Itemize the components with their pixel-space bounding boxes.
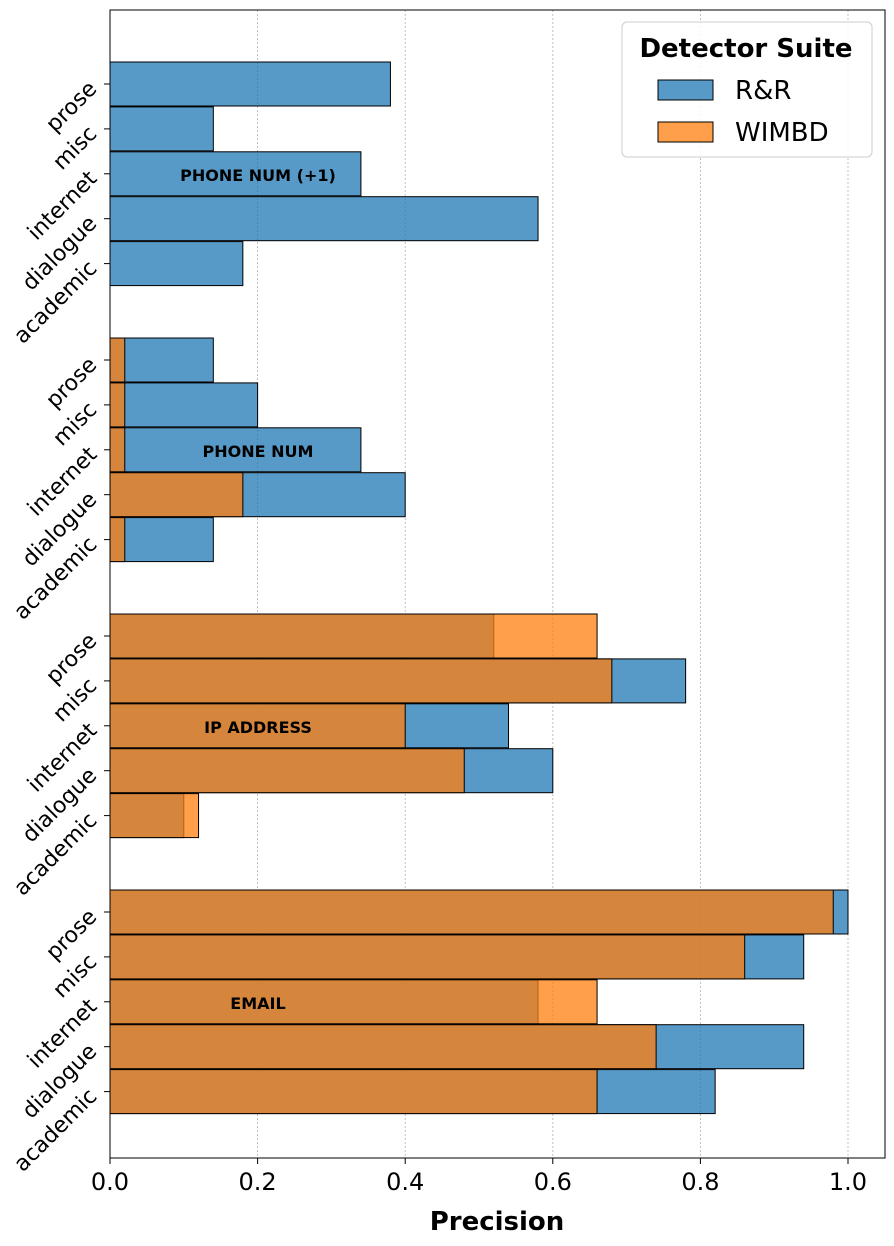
legend-title: Detector Suite [639,34,852,64]
bar-wimbd-email-academic [109,1069,598,1115]
x-tick-label: 0.2 [239,1168,277,1196]
bar-wimbd-email-internet [109,979,598,1025]
plot-area-frame [109,9,886,1159]
bar-wimbd-phone-num-prose [109,337,126,383]
bar-rr-phone-num-1-misc [109,106,214,152]
y-tick-label-prose: prose [41,77,102,138]
group-label: EMAIL [230,994,285,1013]
group-label: IP ADDRESS [204,718,312,737]
bar-wimbd-ip-address-dialogue [109,748,465,794]
legend-swatch-rr [657,79,714,101]
bar-rr-phone-num-1-internet [109,151,362,197]
bar-wimbd-phone-num-misc [109,382,126,428]
bar-rr-phone-num-misc [109,382,259,428]
x-tick-label: 0.0 [91,1168,129,1196]
x-axis-label: Precision [430,1207,565,1237]
bar-wimbd-email-dialogue [109,1024,657,1070]
bar-wimbd-email-prose [109,889,834,935]
bar-wimbd-email-misc [109,934,746,980]
group-label: PHONE NUM [203,442,314,461]
bar-wimbd-ip-address-prose [109,613,598,659]
bar-wimbd-phone-num-academic [109,517,126,563]
bar-rr-phone-num-prose [109,337,214,383]
bar-wimbd-ip-address-academic [109,793,200,839]
bars [109,61,849,1115]
x-tick-labels: 0.0 0.2 0.4 0.6 0.8 1.0 [91,1158,867,1196]
y-tick-label-prose: prose [41,629,102,690]
bar-wimbd-phone-num-internet [109,427,126,473]
legend-label-wimbd: WIMBD [735,118,829,148]
x-tick-label: 1.0 [829,1168,867,1196]
x-tick-label: 0.8 [681,1168,719,1196]
bar-wimbd-phone-num-dialogue [109,472,244,518]
y-tick-labels: prosemiscinternetdialogueacademicprosemi… [9,77,110,1177]
bar-rr-phone-num-academic [109,517,214,563]
y-tick-label-prose: prose [41,905,102,966]
bar-wimbd-ip-address-misc [109,658,613,704]
x-tick-label: 0.4 [386,1168,424,1196]
bar-wimbd-ip-address-internet [109,703,406,749]
legend-swatch-wimbd [657,121,714,143]
bar-rr-phone-num-1-academic [109,241,244,287]
group-labels: PHONE NUM (+1) PHONE NUM IP ADDRESS EMAIL [180,166,336,1013]
bar-rr-phone-num-internet [109,427,362,473]
legend-label-rr: R&R [735,76,791,106]
bar-rr-phone-num-1-prose [109,61,391,107]
y-tick-label-prose: prose [41,353,102,414]
group-label: PHONE NUM (+1) [180,166,336,185]
x-tick-label: 0.6 [534,1168,572,1196]
bar-rr-phone-num-1-dialogue [109,196,539,242]
legend: Detector Suite R&R WIMBD [621,21,873,158]
